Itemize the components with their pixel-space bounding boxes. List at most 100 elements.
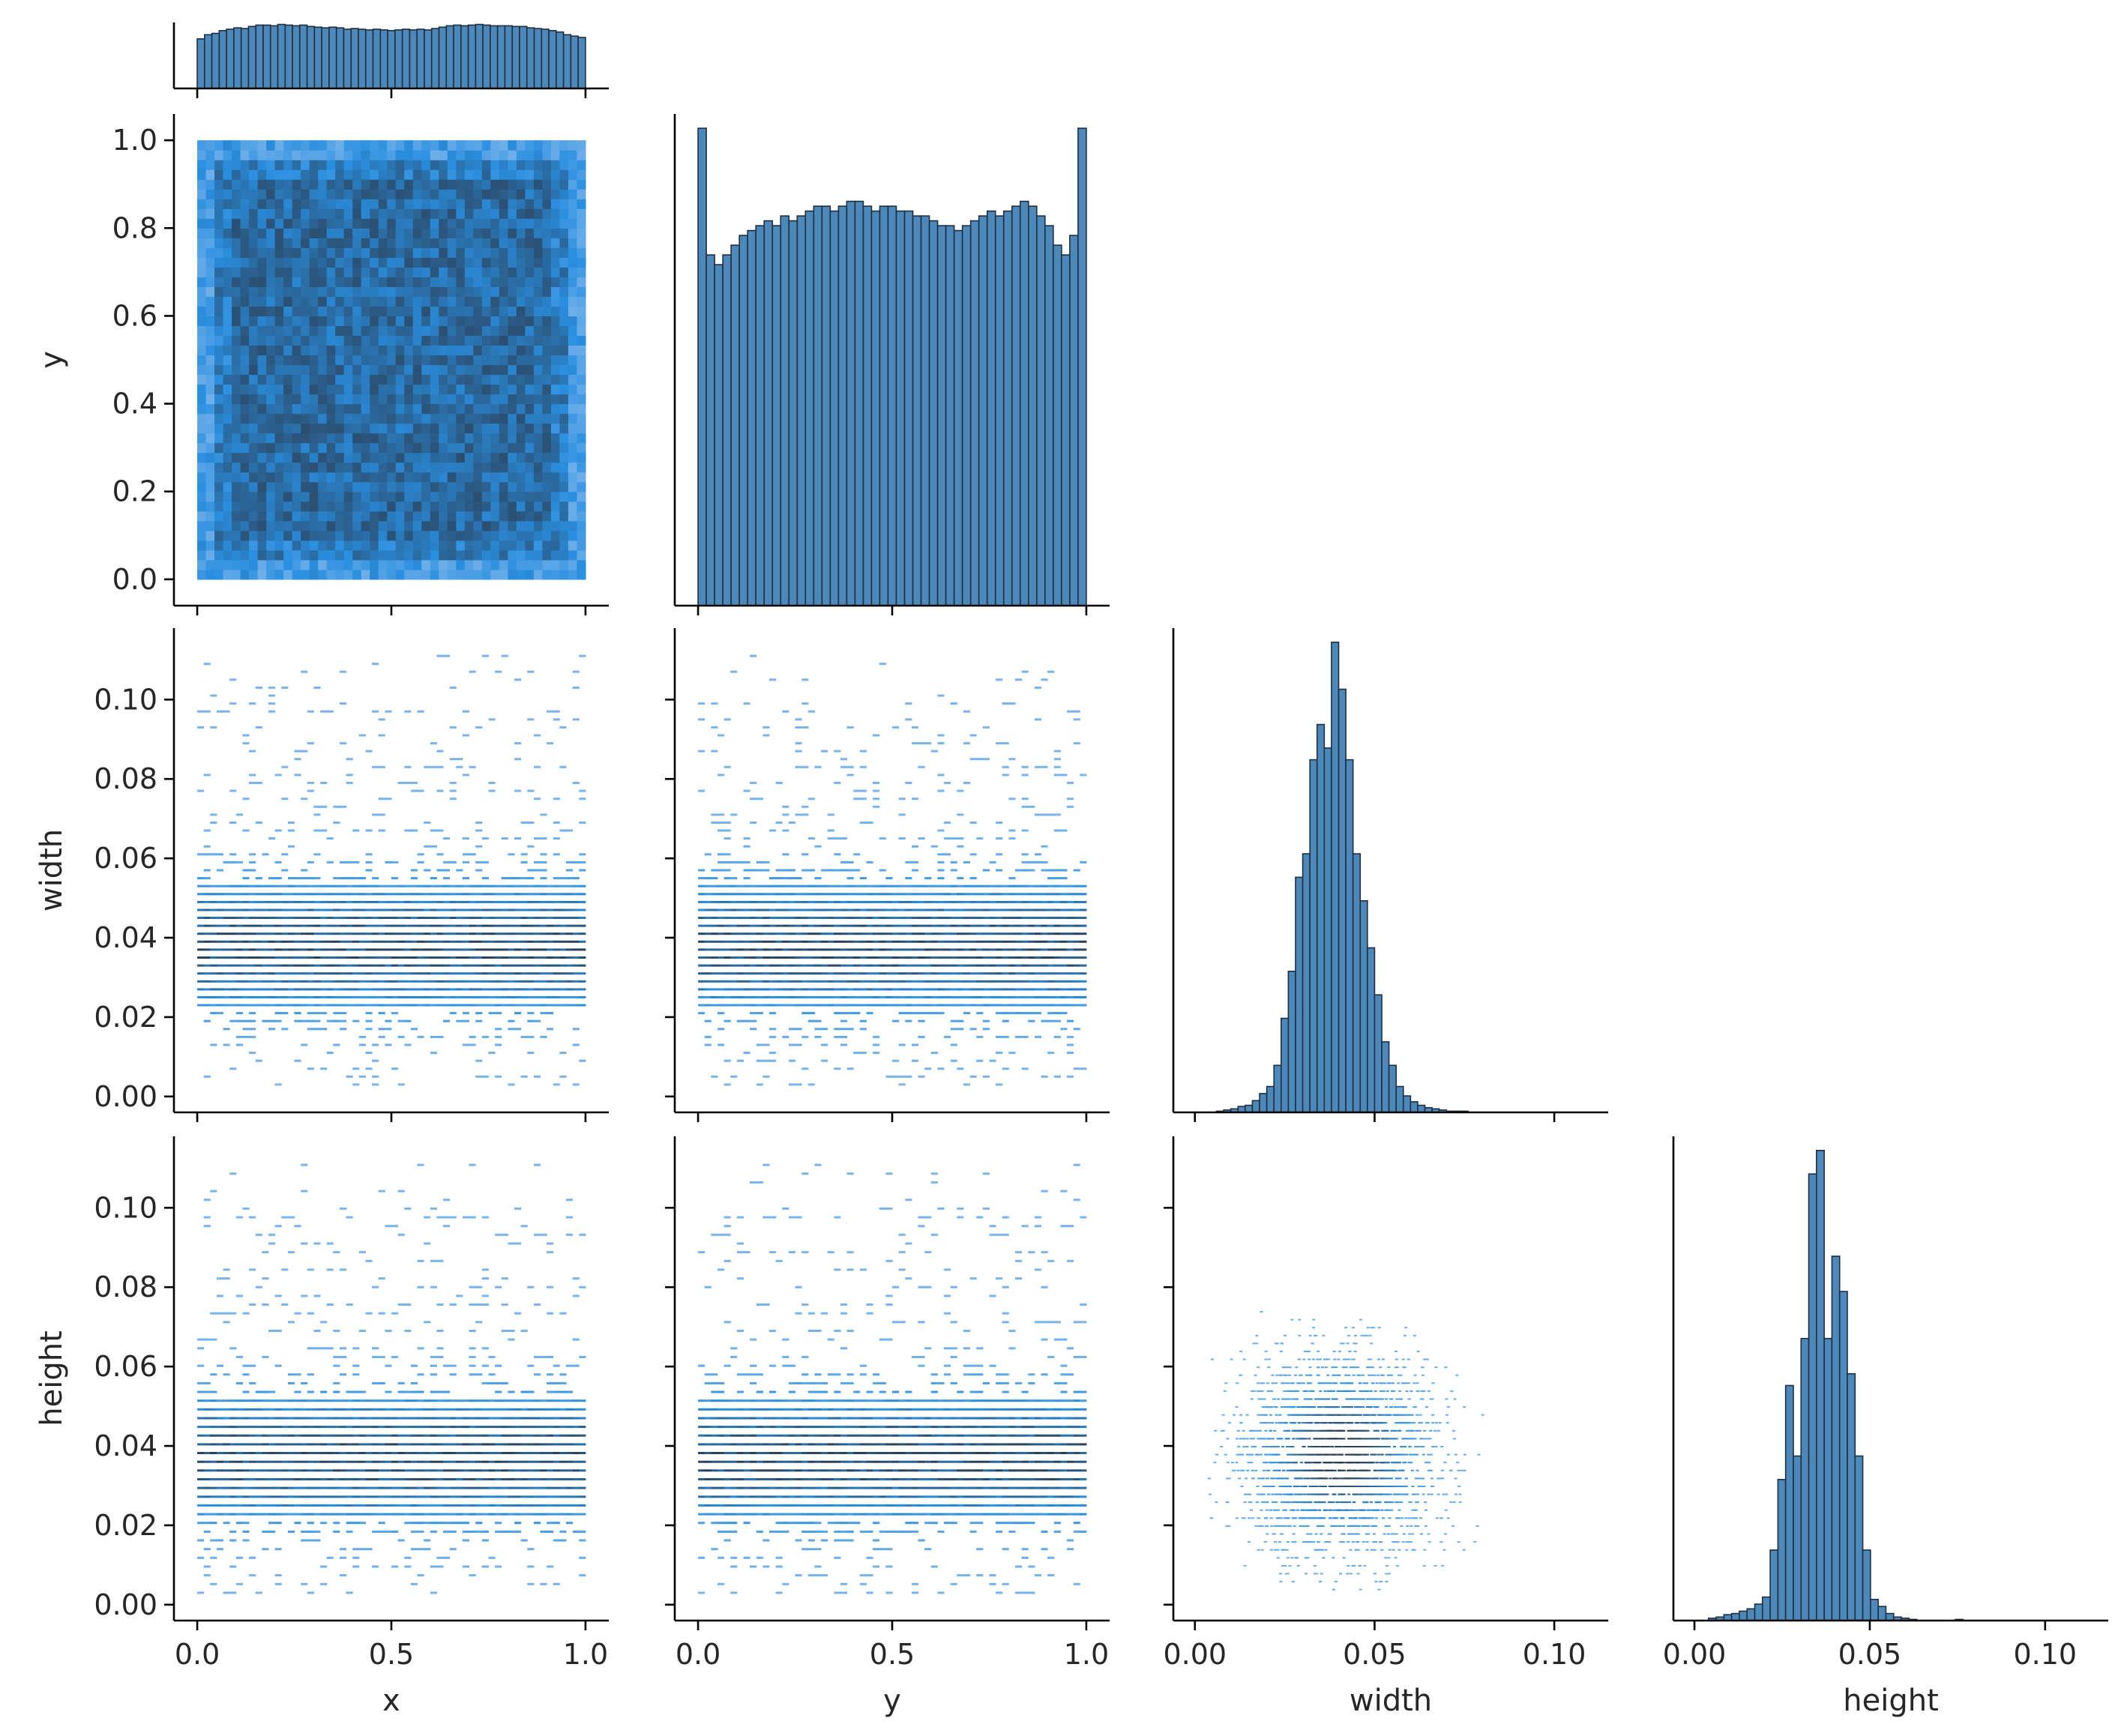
heat-cell — [717, 885, 724, 887]
heat-cell — [387, 453, 396, 463]
heat-cell — [469, 972, 476, 974]
heat-cell — [502, 956, 508, 959]
heat-cell — [1002, 965, 1009, 967]
heat-cell — [527, 1036, 534, 1038]
heat-cell — [463, 1004, 469, 1007]
heat-cell — [456, 492, 465, 502]
heat-cell — [534, 531, 543, 541]
heat-cell — [1047, 948, 1054, 950]
heat-cell — [318, 462, 327, 473]
heat-cell — [275, 941, 282, 943]
heat-cell — [551, 424, 560, 434]
heat-cell — [490, 160, 499, 170]
heat-cell — [335, 375, 344, 385]
hist-bar — [698, 128, 706, 606]
heat-cell — [517, 169, 526, 180]
heat-cell — [318, 277, 327, 287]
heat-cell — [443, 1020, 450, 1022]
heat-cell — [534, 208, 543, 219]
heat-cell — [517, 160, 526, 170]
heat-cell — [821, 901, 828, 903]
heat-cell — [352, 375, 361, 385]
heat-cell — [424, 988, 430, 990]
heat-cell — [361, 414, 370, 424]
heat-cell — [258, 277, 267, 287]
heat-cell — [1060, 948, 1067, 950]
heat-cell — [398, 941, 405, 943]
hist-bar — [351, 28, 358, 88]
heat-cell — [931, 996, 938, 998]
heat-cell — [508, 189, 517, 199]
heat-cell — [214, 277, 223, 287]
heat-cell — [1008, 830, 1015, 832]
heat-cell — [579, 885, 586, 887]
heat-cell — [918, 941, 925, 943]
heat-cell — [436, 925, 443, 927]
heat-cell — [418, 972, 424, 974]
heat-cell — [256, 956, 262, 959]
heat-cell — [262, 893, 268, 895]
heat-cell — [724, 941, 731, 943]
heat-cell — [292, 160, 301, 170]
heat-cell — [307, 965, 314, 967]
heat-cell — [705, 877, 711, 879]
heat-cell — [756, 972, 763, 974]
heat-cell — [482, 917, 489, 919]
heat-cell — [352, 482, 361, 492]
heat-cell — [229, 678, 236, 681]
heat-cell — [899, 980, 906, 983]
heat-cell — [737, 988, 744, 990]
heat-cell — [366, 932, 373, 935]
heat-cell — [430, 355, 439, 365]
heat-cell — [283, 306, 292, 316]
heat-cell — [867, 917, 873, 919]
heat-cell — [301, 531, 310, 541]
heat-cell — [436, 980, 443, 983]
heat-cell — [499, 345, 508, 355]
heat-cell — [1022, 980, 1029, 983]
heat-cell — [1028, 925, 1035, 927]
heat-cell — [301, 247, 310, 258]
heat-cell — [499, 531, 508, 541]
heat-cell — [527, 718, 534, 720]
heat-cell — [705, 901, 711, 903]
heat-cell — [232, 306, 241, 316]
heat-cell — [418, 988, 424, 990]
heat-cell — [551, 267, 560, 277]
heat-cell — [525, 277, 534, 287]
heat-cell — [547, 711, 553, 713]
heat-cell — [352, 501, 361, 512]
heat-cell — [333, 925, 340, 927]
heat-cell — [436, 941, 443, 943]
heat-cell — [197, 560, 206, 570]
heat-cell — [970, 980, 977, 983]
heat-cell — [335, 462, 344, 473]
heat-cell — [327, 472, 336, 483]
heat-cell — [387, 179, 396, 190]
heat-cell — [756, 965, 763, 967]
heat-cell — [996, 941, 1002, 943]
heat-cell — [387, 492, 396, 502]
hist-bar — [1029, 206, 1037, 606]
heat-cell — [551, 335, 560, 346]
heat-cell — [214, 570, 223, 580]
heat-cell — [541, 1583, 547, 1585]
heat-cell — [456, 550, 465, 561]
heat-cell — [320, 980, 327, 983]
heat-cell — [970, 1004, 977, 1007]
heat-cell — [232, 433, 241, 444]
heat-cell — [396, 267, 405, 277]
heat-cell — [313, 1004, 320, 1007]
heat-cell — [283, 228, 292, 238]
heat-cell — [372, 901, 379, 903]
heat-cell — [370, 199, 379, 209]
heat-cell — [951, 869, 957, 872]
heat-cell — [508, 909, 514, 911]
heat-cell — [430, 257, 439, 268]
hist-bar — [300, 25, 307, 88]
heat-cell — [292, 316, 301, 326]
heat-cell — [1080, 1004, 1086, 1007]
heat-cell — [1054, 813, 1061, 816]
heat-cell — [456, 965, 463, 967]
heat-cell — [534, 306, 543, 316]
